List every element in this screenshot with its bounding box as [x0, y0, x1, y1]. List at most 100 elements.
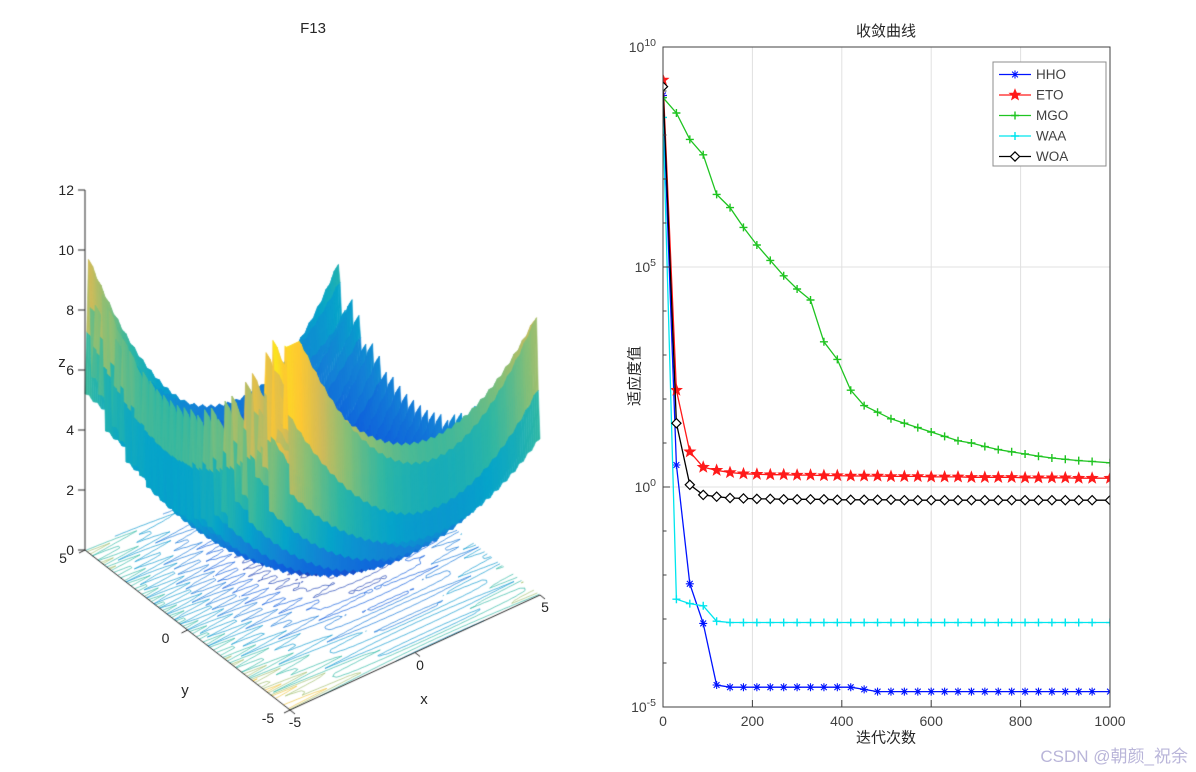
marker-plus: [873, 618, 882, 627]
marker-asterisk: [793, 683, 802, 692]
axis-ticks: [662, 46, 1111, 708]
marker-pentagram: [951, 469, 965, 483]
marker-diamond: [872, 494, 884, 506]
marker-asterisk: [766, 683, 775, 692]
marker-plus: [712, 617, 721, 626]
convergence-plot-title: 收敛曲线: [855, 23, 916, 40]
marker-plus: [672, 595, 681, 604]
marker-asterisk: [833, 683, 842, 692]
marker-pentagram: [736, 466, 751, 480]
legend-label: HHO: [1036, 67, 1066, 82]
series-HHO: [663, 91, 1110, 696]
marker-plus: [766, 256, 775, 265]
marker-diamond: [1086, 494, 1098, 506]
marker-pentagram: [710, 463, 724, 476]
x-tick-label: 800: [1009, 713, 1033, 729]
legend-item-MGO: MGO: [999, 108, 1068, 123]
marker-pentagram: [683, 444, 697, 458]
marker-asterisk: [873, 687, 882, 696]
marker-asterisk: [699, 619, 708, 628]
marker-plus: [806, 296, 815, 304]
marker-plus: [980, 618, 989, 627]
marker-plus: [1011, 132, 1019, 140]
marker-plus: [1074, 618, 1083, 627]
x-tick-label: 400: [830, 713, 854, 729]
legend-label: ETO: [1036, 88, 1064, 103]
marker-pentagram: [870, 469, 885, 482]
surface-canvas: [0, 0, 600, 772]
marker-diamond: [952, 494, 964, 506]
marker-asterisk: [1021, 687, 1030, 696]
marker-plus: [1047, 618, 1056, 627]
marker-diamond: [1009, 151, 1021, 162]
marker-plus: [860, 401, 869, 410]
marker-pentagram: [844, 469, 858, 482]
watermark: CSDN @朝颜_祝余: [1040, 747, 1188, 766]
marker-plus: [954, 618, 963, 627]
marker-diamond: [778, 493, 790, 505]
series-line: [663, 97, 1110, 464]
marker-asterisk: [994, 687, 1003, 696]
marker-asterisk: [1034, 687, 1043, 696]
marker-asterisk: [940, 687, 949, 696]
marker-plus: [900, 618, 909, 627]
marker-plus: [967, 439, 976, 447]
series-line: [663, 117, 1110, 624]
surface-plot-title: F13: [300, 20, 326, 37]
marker-asterisk: [886, 687, 895, 696]
marker-asterisk: [672, 461, 681, 469]
marker-plus: [663, 113, 667, 122]
plot-border: [662, 46, 1111, 708]
marker-asterisk: [954, 687, 963, 696]
marker-diamond: [711, 491, 723, 503]
marker-pentagram: [964, 470, 979, 483]
legend: HHO ETO MGO WAA WOA: [992, 61, 1107, 167]
marker-plus: [1007, 618, 1016, 627]
marker-plus: [1034, 452, 1043, 461]
marker-plus: [980, 442, 989, 451]
marker-pentagram: [911, 469, 925, 483]
marker-diamond: [979, 494, 991, 506]
marker-plus: [726, 618, 735, 627]
marker-asterisk: [779, 683, 788, 692]
marker-asterisk: [712, 681, 721, 689]
legend-box: [992, 61, 1107, 167]
marker-diamond: [684, 479, 696, 491]
grid: [663, 47, 1110, 707]
marker-diamond: [791, 493, 803, 505]
marker-asterisk: [726, 683, 735, 692]
marker-pentagram: [857, 469, 871, 482]
marker-asterisk: [1088, 687, 1097, 696]
marker-pentagram: [803, 468, 818, 481]
marker-pentagram: [817, 468, 831, 482]
marker-asterisk: [685, 579, 694, 588]
marker-diamond: [670, 417, 682, 429]
marker-asterisk: [1061, 687, 1070, 696]
marker-plus: [752, 241, 761, 249]
x-tick-label: 200: [741, 713, 765, 729]
legend-item-HHO: HHO: [999, 67, 1066, 82]
marker-pentagram: [1031, 470, 1046, 484]
marker-plus: [819, 337, 828, 346]
marker-plus: [967, 618, 976, 627]
marker-plus: [1007, 447, 1016, 456]
marker-plus: [1061, 618, 1070, 627]
marker-plus: [699, 601, 708, 610]
marker-plus: [913, 618, 922, 627]
marker-diamond: [1046, 494, 1058, 506]
marker-plus: [806, 618, 815, 627]
marker-diamond: [1073, 494, 1085, 506]
marker-plus: [819, 618, 828, 627]
marker-diamond: [764, 493, 776, 505]
marker-plus: [752, 618, 761, 627]
marker-pentagram: [884, 469, 898, 483]
series-line: [663, 95, 1110, 693]
marker-asterisk: [819, 683, 828, 692]
marker-pentagram: [1004, 470, 1019, 484]
marker-diamond: [805, 493, 816, 505]
marker-plus: [1047, 453, 1056, 462]
marker-diamond: [751, 493, 763, 505]
marker-diamond: [1006, 494, 1018, 506]
